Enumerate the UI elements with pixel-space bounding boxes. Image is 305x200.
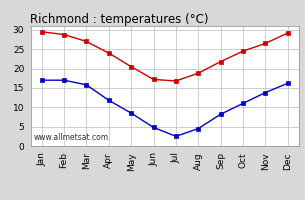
Text: Richmond : temperatures (°C): Richmond : temperatures (°C) [30,13,209,26]
Text: www.allmetsat.com: www.allmetsat.com [33,133,108,142]
